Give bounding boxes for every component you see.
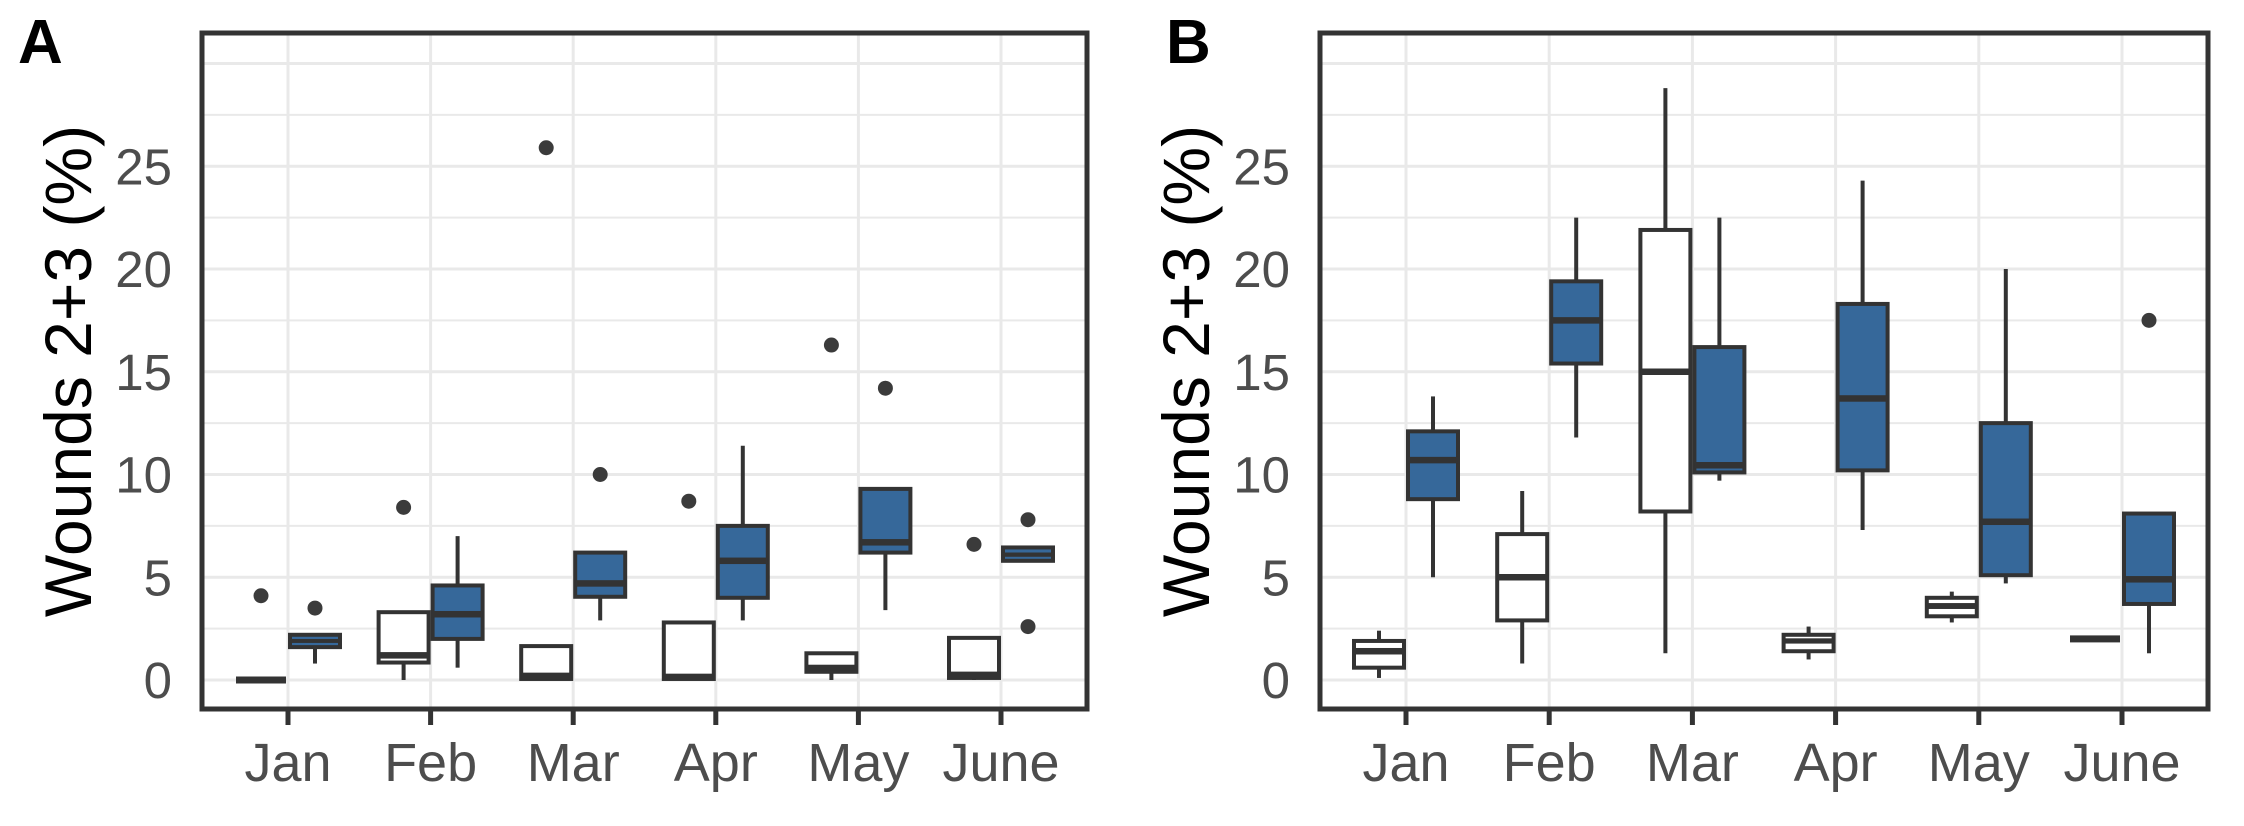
panel-a-letter: A xyxy=(18,8,63,77)
x-tick-label: June xyxy=(942,733,1059,793)
x-tick-label: May xyxy=(807,733,909,793)
median-line xyxy=(860,539,911,546)
median-line xyxy=(1783,638,1834,644)
outlier-point xyxy=(1020,512,1036,528)
median-line xyxy=(575,580,626,587)
box-group-2-blue xyxy=(1406,429,1460,502)
median-line xyxy=(521,672,572,680)
median-line xyxy=(663,673,714,681)
panel-border xyxy=(1317,30,2211,712)
median-line xyxy=(717,557,768,565)
flat-box xyxy=(236,676,286,684)
median-line xyxy=(432,610,483,618)
outlier-point xyxy=(538,140,554,156)
median-line xyxy=(949,671,999,679)
median-line xyxy=(806,664,857,671)
x-tick-label: Feb xyxy=(384,733,477,793)
y-tick-label: 5 xyxy=(144,549,172,606)
box-group-2-blue xyxy=(573,550,628,599)
flat-box xyxy=(2070,635,2120,643)
panel-b-letter: B xyxy=(1166,8,1211,77)
median-line xyxy=(1003,552,1053,557)
x-tick-label: Apr xyxy=(674,733,758,793)
y-tick-label: 10 xyxy=(115,447,172,504)
box-group-2-blue xyxy=(1978,421,2033,578)
median-line xyxy=(1408,456,1458,464)
x-tick-label: Jan xyxy=(1362,733,1449,793)
y-tick-label: 25 xyxy=(1233,138,1290,195)
median-line xyxy=(1980,518,2031,526)
y-tick-label: 20 xyxy=(1233,241,1290,298)
median-line xyxy=(2124,576,2174,583)
median-line xyxy=(1497,574,1548,581)
y-tick-label: 20 xyxy=(115,241,172,298)
y-tick-label: 5 xyxy=(1262,549,1290,606)
y-tick-label: 15 xyxy=(115,344,172,401)
outlier-point xyxy=(966,536,982,552)
x-tick-label: Mar xyxy=(527,733,620,793)
box-group-2-blue xyxy=(1835,301,1890,473)
median-line xyxy=(1837,395,1888,402)
y-tick-label: 10 xyxy=(1233,447,1290,504)
outlier-point xyxy=(2141,312,2157,328)
y-tick-label: 15 xyxy=(1233,344,1290,401)
x-tick-label: May xyxy=(1928,733,2030,793)
x-tick-label: Apr xyxy=(1794,733,1878,793)
median-line xyxy=(1926,603,1977,609)
median-line xyxy=(378,652,429,659)
median-line xyxy=(290,638,340,643)
outlier-point xyxy=(396,499,412,515)
outlier-point xyxy=(877,380,893,396)
x-tick-label: Jan xyxy=(244,733,331,793)
x-tick-label: Mar xyxy=(1646,733,1739,793)
outlier-point xyxy=(1020,619,1036,635)
x-tick-label: June xyxy=(2063,733,2180,793)
median-line xyxy=(1640,368,1691,375)
median-line xyxy=(1694,462,1745,469)
y-tick-label: 0 xyxy=(1262,652,1290,709)
outlier-point xyxy=(307,600,323,616)
box-group-2-blue xyxy=(2122,511,2176,606)
outlier-point xyxy=(592,467,608,482)
outlier-point xyxy=(681,493,697,509)
y-tick-label: 25 xyxy=(115,138,172,195)
outlier-point xyxy=(823,337,839,353)
median-line xyxy=(1354,647,1404,655)
box-group-2-blue xyxy=(1692,345,1747,475)
panel-border xyxy=(199,30,1090,712)
y-tick-label: 0 xyxy=(144,652,172,709)
outlier-point xyxy=(253,588,269,604)
x-tick-label: Feb xyxy=(1503,733,1596,793)
median-line xyxy=(1551,317,1602,324)
box-group-1-white xyxy=(661,620,716,681)
